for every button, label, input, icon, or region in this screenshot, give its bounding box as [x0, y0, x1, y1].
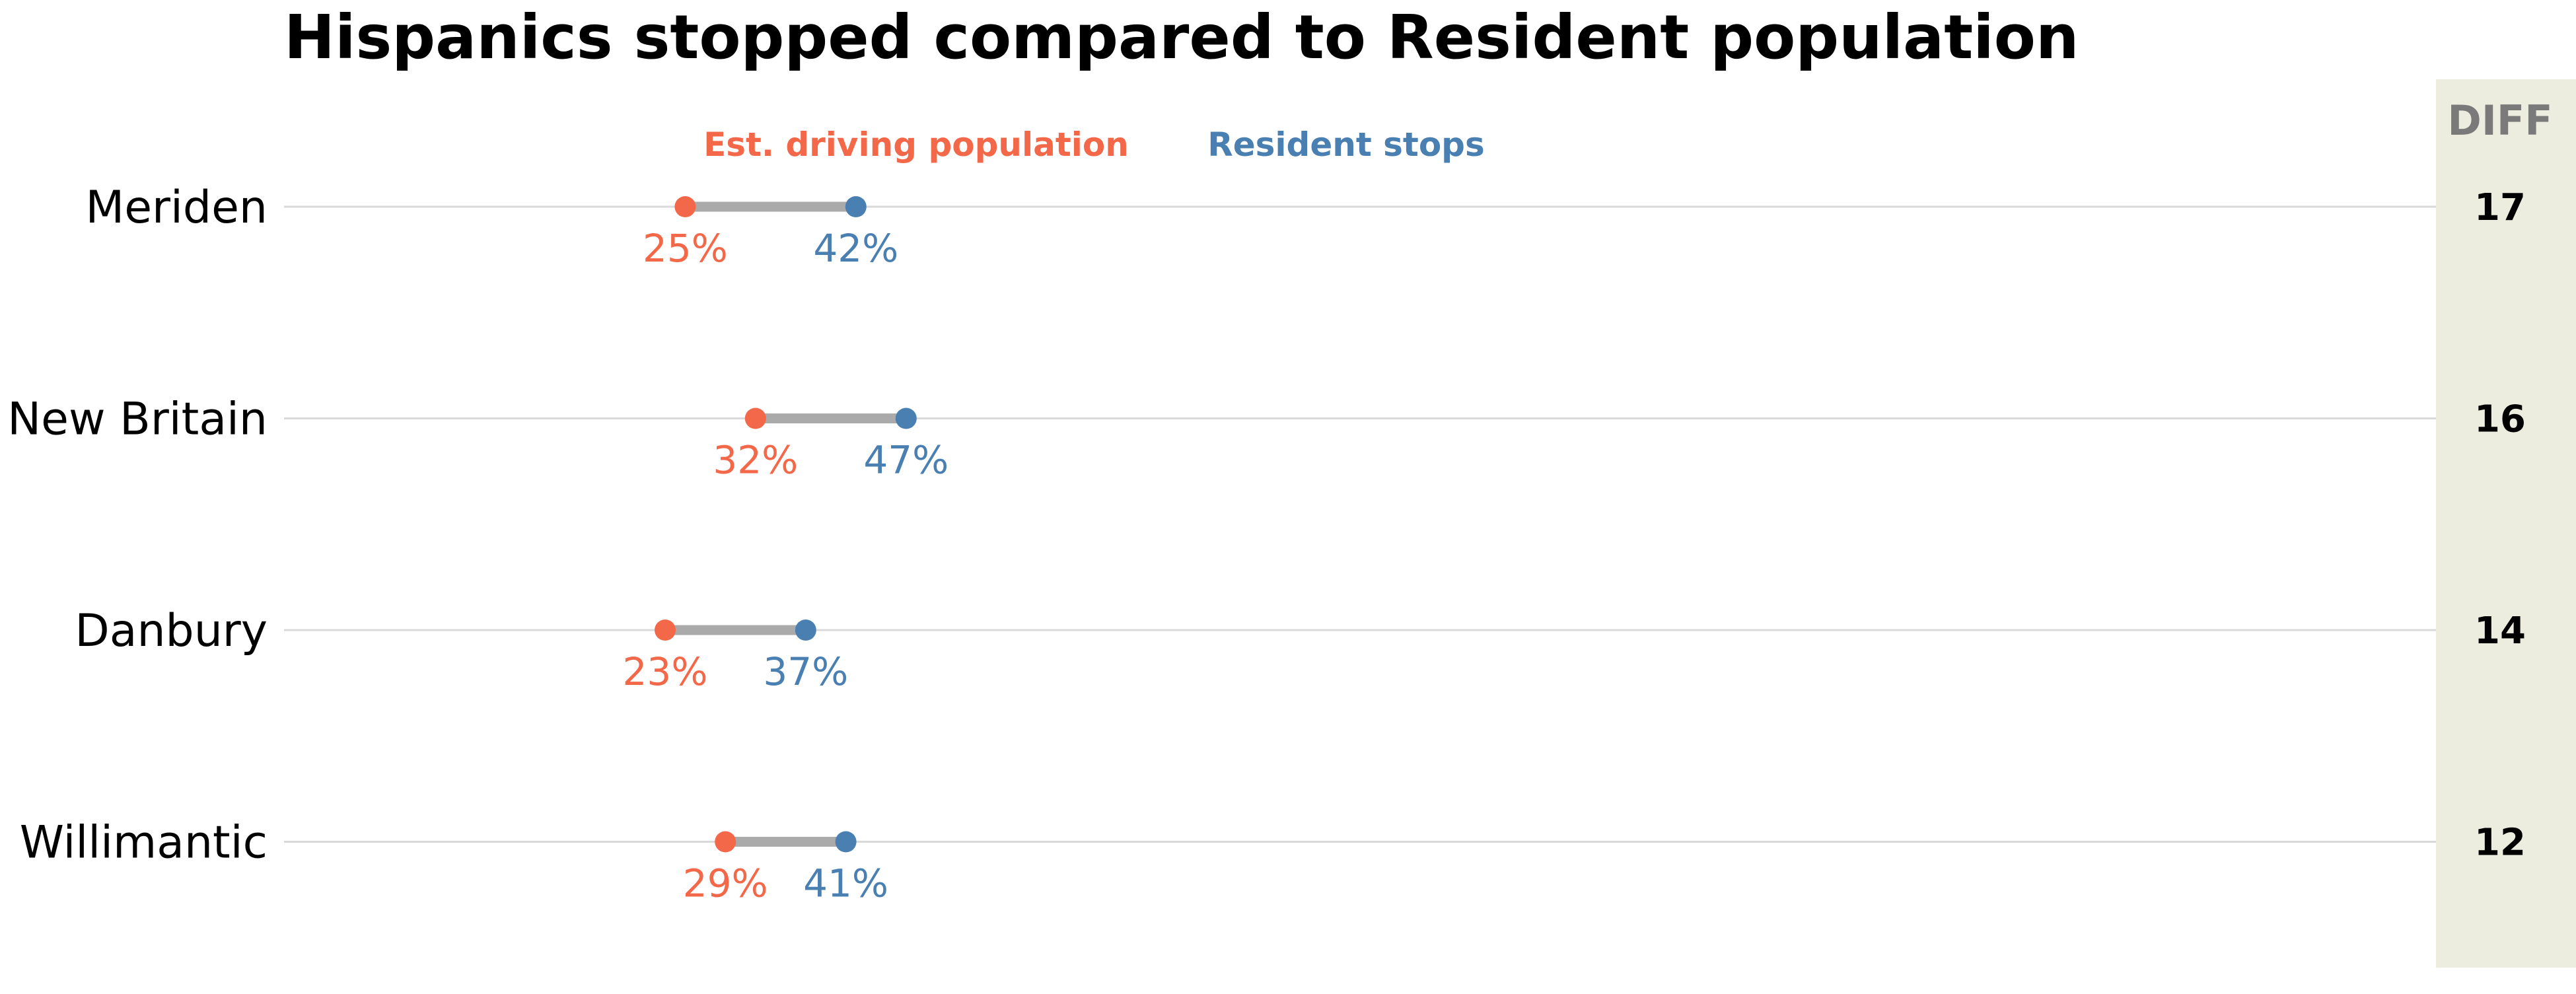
point-resident-stops-new-britain [895, 408, 917, 429]
diff-panel [2436, 79, 2576, 968]
point-est-driving-new-britain [744, 408, 766, 429]
diff-value-danbury: 14 [2474, 610, 2526, 653]
diff-header: DIFF [2447, 96, 2552, 145]
value-label-est-new-britain: 32% [713, 438, 798, 483]
value-label-res-danbury: 37% [763, 649, 848, 694]
point-resident-stops-danbury [795, 620, 816, 641]
value-label-res-willimantic: 41% [803, 861, 888, 906]
point-est-driving-willimantic [715, 831, 736, 853]
point-resident-stops-meriden [845, 196, 867, 217]
diff-value-willimantic: 12 [2474, 822, 2526, 865]
point-est-driving-danbury [655, 620, 676, 641]
point-est-driving-meriden [674, 196, 696, 217]
category-label-meriden: Meriden [86, 182, 268, 234]
category-label-new-britain: New Britain [7, 394, 268, 446]
legend-est-driving-population: Est. driving population [703, 125, 1129, 164]
category-label-danbury: Danbury [75, 605, 268, 657]
points [655, 196, 917, 853]
point-resident-stops-willimantic [835, 831, 857, 853]
value-label-res-new-britain: 47% [863, 438, 948, 483]
diff-value-meriden: 17 [2474, 186, 2526, 229]
value-label-est-willimantic: 29% [683, 861, 768, 906]
chart-title: Hispanics stopped compared to Resident p… [284, 2, 2079, 73]
legend-resident-stops: Resident stops [1207, 125, 1484, 164]
connectors [665, 201, 906, 847]
category-label-willimantic: Willimantic [20, 817, 268, 869]
labels: Meriden 25% 42% 17 New Britain 32% 47% 16 Danbur… [7, 182, 2526, 906]
value-label-est-danbury: 23% [623, 649, 708, 694]
value-label-res-meriden: 42% [813, 226, 898, 271]
value-label-est-meriden: 25% [643, 226, 728, 271]
diff-value-new-britain: 16 [2474, 398, 2526, 441]
gridlines [284, 205, 2436, 843]
